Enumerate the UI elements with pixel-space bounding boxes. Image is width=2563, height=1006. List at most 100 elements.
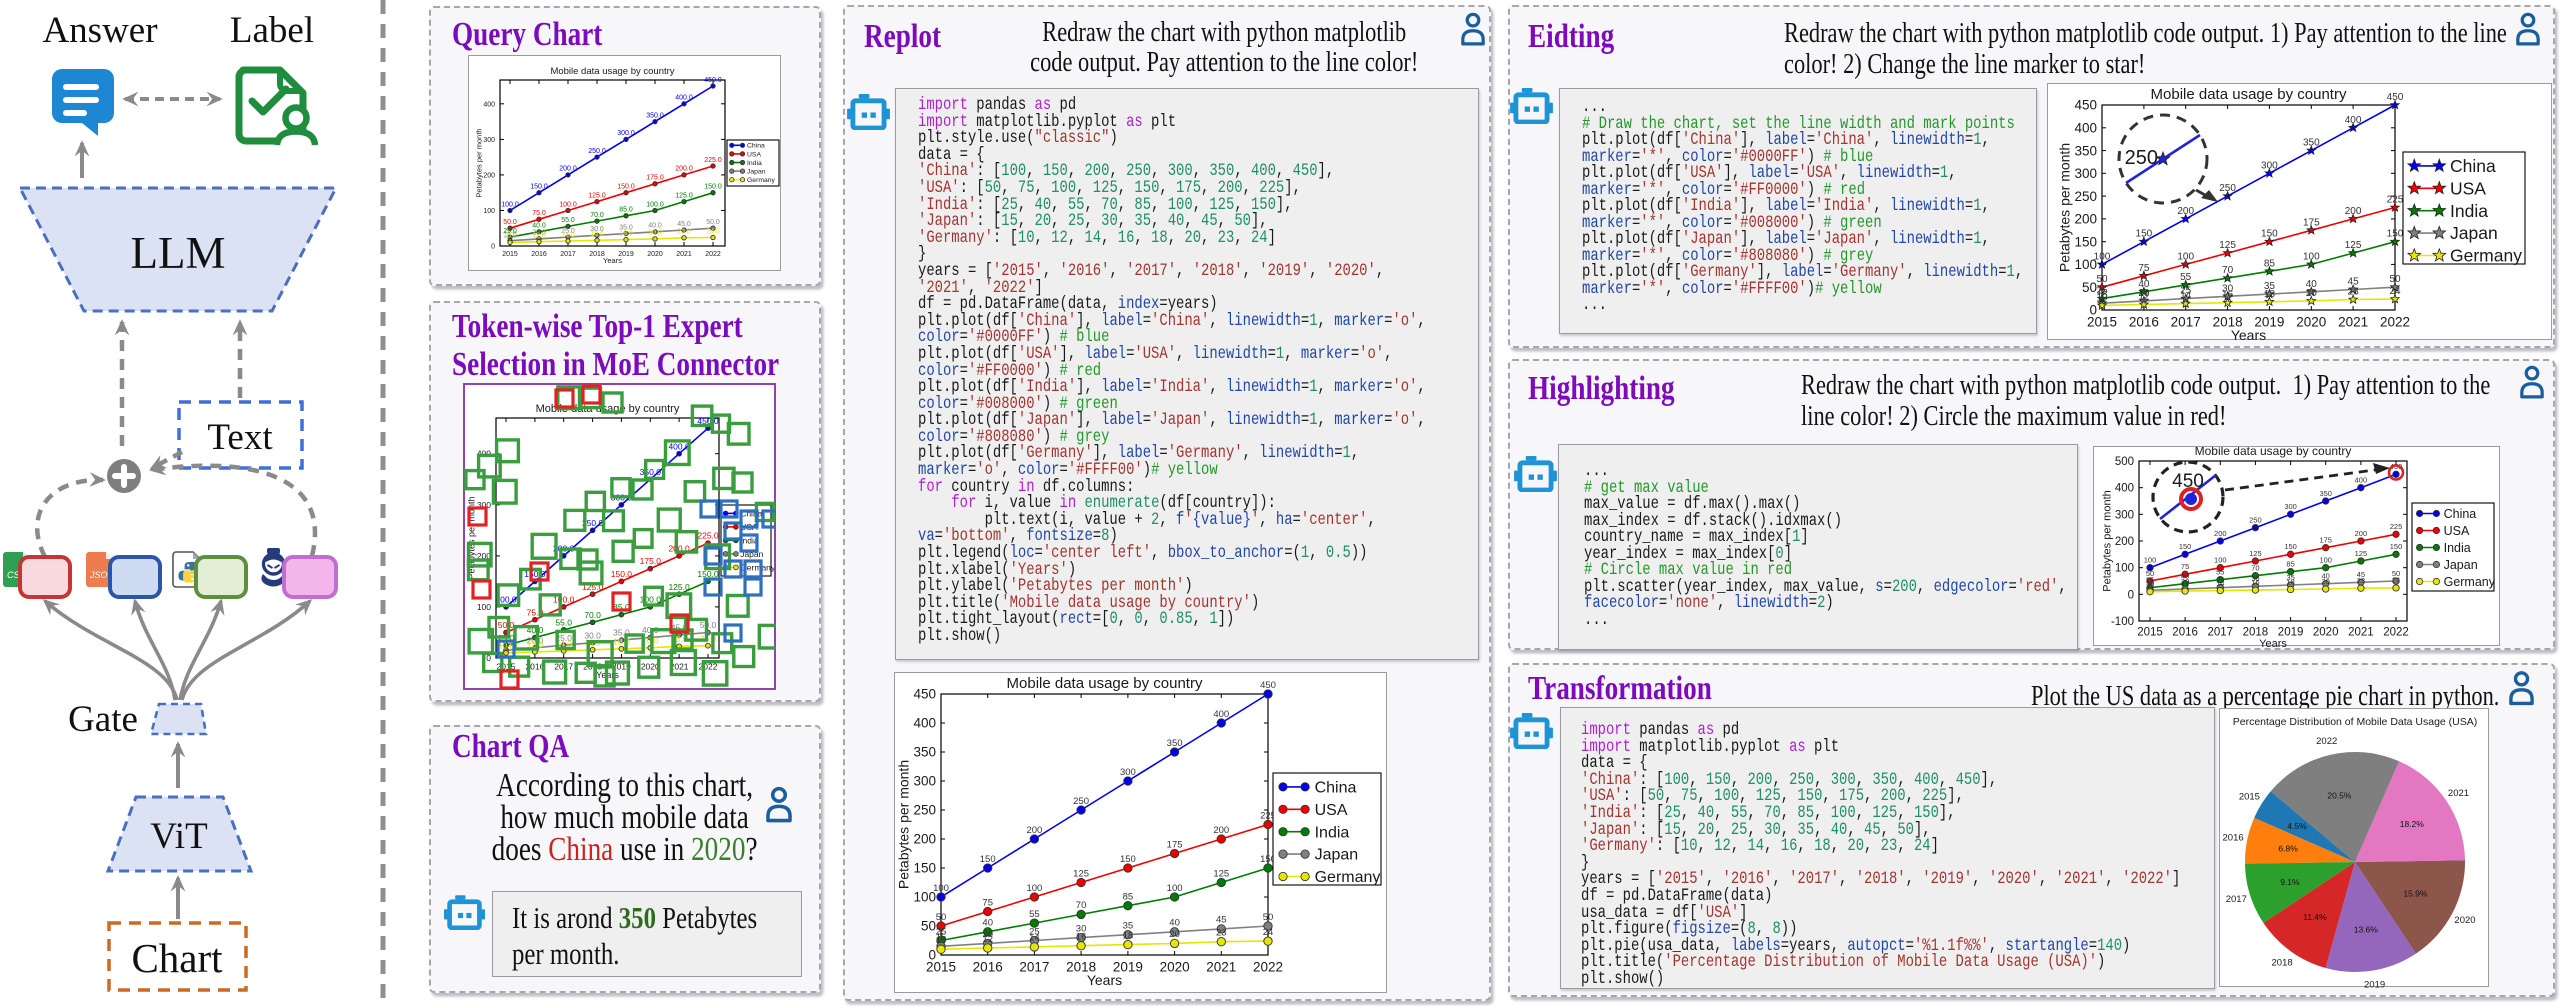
svg-text:24: 24 [1263, 927, 1274, 938]
svg-text:300: 300 [1120, 767, 1136, 778]
svg-text:2017: 2017 [1019, 960, 1049, 975]
svg-text:100: 100 [933, 883, 949, 894]
svg-text:India: India [1315, 824, 1350, 841]
svg-text:2020: 2020 [1160, 960, 1190, 975]
svg-text:10: 10 [2096, 292, 2108, 303]
svg-text:40: 40 [982, 918, 993, 929]
svg-text:175.0: 175.0 [646, 175, 664, 182]
svg-text:300.0: 300.0 [617, 130, 635, 137]
svg-text:2021: 2021 [2338, 315, 2368, 330]
svg-text:85.0: 85.0 [613, 602, 630, 612]
svg-text:100: 100 [2144, 556, 2157, 565]
svg-text:0: 0 [486, 653, 491, 663]
svg-text:Answer: Answer [42, 10, 157, 51]
svg-text:45: 45 [1216, 915, 1227, 926]
svg-text:300: 300 [2284, 502, 2297, 511]
svg-text:70.0: 70.0 [584, 610, 601, 620]
svg-text:0: 0 [928, 948, 936, 963]
svg-text:150: 150 [2179, 542, 2192, 551]
svg-text:100.0: 100.0 [559, 201, 577, 208]
svg-text:20: 20 [2322, 577, 2330, 586]
svg-text:2018: 2018 [2213, 315, 2243, 330]
svg-text:0: 0 [2128, 589, 2134, 601]
svg-text:Years: Years [2231, 327, 2266, 341]
svg-text:China: China [740, 508, 762, 518]
svg-text:175: 175 [2319, 536, 2332, 545]
svg-text:2021: 2021 [2348, 627, 2374, 639]
svg-text:2017: 2017 [554, 662, 573, 672]
svg-text:2021: 2021 [676, 251, 692, 258]
svg-text:2020: 2020 [2454, 915, 2475, 926]
svg-text:18.0: 18.0 [619, 230, 633, 237]
svg-text:12.0: 12.0 [532, 233, 546, 240]
svg-text:10: 10 [2146, 580, 2154, 589]
svg-text:LLM: LLM [131, 228, 226, 278]
svg-text:125: 125 [2219, 240, 2236, 251]
svg-text:450: 450 [1260, 680, 1276, 691]
svg-text:23: 23 [1216, 928, 1227, 939]
svg-text:Mobile data usage by country: Mobile data usage by country [1007, 675, 1203, 692]
svg-text:225: 225 [1260, 810, 1276, 821]
svg-text:20.5%: 20.5% [2327, 791, 2352, 801]
svg-text:55: 55 [2180, 272, 2192, 283]
svg-text:CSV: CSV [7, 570, 27, 580]
svg-text:50: 50 [2082, 280, 2097, 295]
svg-text:35: 35 [2264, 281, 2276, 292]
svg-text:40.0: 40.0 [532, 223, 546, 230]
svg-text:2017: 2017 [560, 251, 576, 258]
svg-text:2015: 2015 [2087, 315, 2117, 330]
svg-text:2021: 2021 [1206, 960, 1236, 975]
svg-text:20.0: 20.0 [527, 635, 544, 645]
svg-text:India: India [2450, 201, 2488, 221]
svg-text:200: 200 [483, 172, 495, 179]
svg-text:450: 450 [2172, 471, 2204, 492]
svg-text:6.8%: 6.8% [2278, 844, 2298, 854]
svg-text:75: 75 [982, 897, 993, 908]
svg-text:400: 400 [483, 101, 495, 108]
svg-text:55: 55 [1029, 909, 1040, 920]
svg-text:13.6%: 13.6% [2354, 924, 2379, 934]
svg-text:150: 150 [913, 861, 936, 876]
svg-text:Petabytes per month: Petabytes per month [475, 128, 484, 197]
svg-text:2018: 2018 [589, 251, 605, 258]
svg-text:15: 15 [2146, 578, 2154, 587]
svg-text:150: 150 [2261, 229, 2278, 240]
svg-text:15: 15 [936, 932, 947, 943]
svg-text:150: 150 [2390, 542, 2403, 551]
svg-text:150.0: 150.0 [697, 569, 719, 579]
svg-text:75.0: 75.0 [527, 607, 544, 617]
svg-text:70.0: 70.0 [590, 212, 604, 219]
svg-text:14: 14 [2216, 578, 2224, 587]
svg-text:2016: 2016 [2223, 833, 2244, 844]
svg-text:15.0: 15.0 [503, 232, 517, 239]
svg-text:30.0: 30.0 [590, 226, 604, 233]
svg-text:India: India [2444, 541, 2471, 555]
svg-text:2019: 2019 [1113, 960, 1143, 975]
svg-text:75.0: 75.0 [532, 210, 546, 217]
svg-text:85: 85 [2264, 258, 2276, 269]
svg-text:25: 25 [2146, 576, 2154, 585]
svg-text:250: 250 [2125, 147, 2158, 169]
svg-text:55: 55 [2216, 568, 2224, 577]
svg-text:75: 75 [2138, 263, 2150, 274]
svg-text:24: 24 [2392, 576, 2400, 585]
svg-text:400: 400 [2074, 121, 2097, 136]
svg-text:18.0: 18.0 [613, 636, 630, 646]
svg-text:30: 30 [2251, 574, 2259, 583]
svg-text:-100: -100 [2111, 616, 2134, 628]
svg-text:125: 125 [2345, 240, 2362, 251]
svg-text:50.0: 50.0 [498, 620, 515, 630]
svg-text:100.0: 100.0 [640, 595, 662, 605]
svg-text:100: 100 [2074, 257, 2097, 272]
svg-text:2016: 2016 [2172, 627, 2198, 639]
svg-text:100.0: 100.0 [501, 201, 519, 208]
svg-text:250: 250 [2074, 189, 2097, 204]
svg-text:Petabytes per month: Petabytes per month [895, 760, 911, 889]
svg-text:125: 125 [1213, 868, 1229, 879]
svg-text:10.0: 10.0 [503, 233, 517, 240]
svg-text:23.0: 23.0 [677, 229, 691, 236]
svg-text:16: 16 [2222, 290, 2234, 301]
svg-text:2019: 2019 [2254, 315, 2284, 330]
svg-text:2022: 2022 [705, 251, 721, 258]
svg-text:2021: 2021 [2448, 788, 2469, 799]
